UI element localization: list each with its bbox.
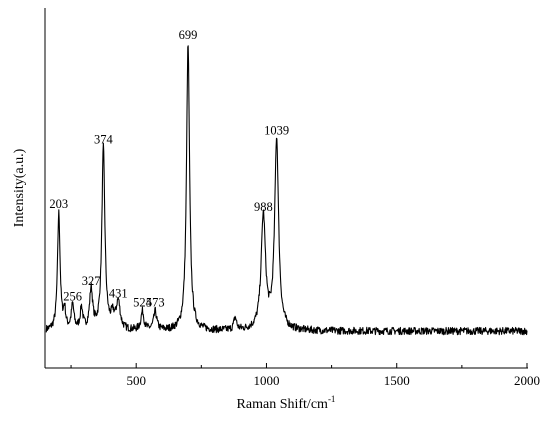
peak-label: 203 bbox=[49, 197, 68, 211]
peak-label: 256 bbox=[63, 289, 82, 303]
spectrum-line bbox=[45, 45, 528, 336]
y-axis-title: Intensity(a.u.) bbox=[12, 148, 27, 227]
x-tick-label: 500 bbox=[126, 373, 146, 388]
x-axis-tick-labels: 500 1000 1500 2000 bbox=[126, 373, 540, 388]
peak-label: 524 bbox=[133, 296, 153, 310]
peak-label: 431 bbox=[109, 286, 128, 300]
peak-label: 573 bbox=[146, 296, 165, 310]
x-axis-ticks bbox=[70, 363, 528, 368]
x-axis-title: Raman Shift/cm-1 bbox=[237, 394, 336, 412]
peak-label: 374 bbox=[94, 133, 114, 147]
peak-label: 327 bbox=[82, 274, 101, 288]
peak-label: 699 bbox=[179, 28, 198, 42]
plot-frame bbox=[44, 8, 528, 369]
x-tick-label: 1000 bbox=[253, 373, 279, 388]
peak-label: 1039 bbox=[264, 123, 289, 137]
x-tick-label: 2000 bbox=[514, 373, 540, 388]
peak-label: 988 bbox=[254, 200, 273, 214]
x-tick-label: 1500 bbox=[384, 373, 410, 388]
